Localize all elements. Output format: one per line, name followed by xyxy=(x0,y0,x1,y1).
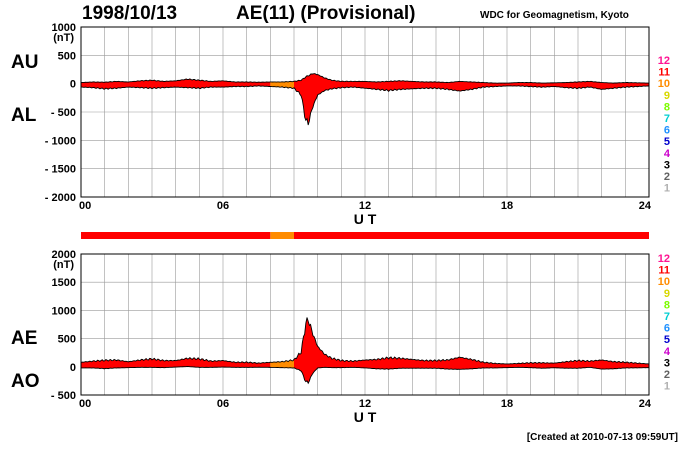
plot-frame xyxy=(80,26,650,198)
station-count-label: 1 xyxy=(664,381,670,393)
x-tick-label: 12 xyxy=(359,398,371,410)
station-count-label: 12 xyxy=(658,253,670,265)
x-tick-label: 00 xyxy=(79,200,91,212)
y-tick-label: - 1000 xyxy=(45,135,76,147)
station-count-label: 9 xyxy=(664,90,670,102)
panel-label-al: AL xyxy=(11,105,37,126)
y-tick-label: - 500 xyxy=(51,390,76,402)
y-unit-label: (nT) xyxy=(53,259,74,271)
y-tick-label: - 2000 xyxy=(45,192,76,204)
panel-label-ao: AO xyxy=(11,371,40,392)
series-ae-line xyxy=(80,317,650,365)
series-au-line xyxy=(80,73,650,84)
station-count-label: 4 xyxy=(664,346,671,358)
station-count-label: 3 xyxy=(664,357,670,369)
series-ao-line xyxy=(80,366,650,385)
station-count-label: 2 xyxy=(664,369,670,381)
station-count-label: 4 xyxy=(664,148,671,160)
x-tick-label: 24 xyxy=(639,200,652,212)
station-count-label: 7 xyxy=(664,113,670,125)
panel-au-al: 1000 500 0 - 500 - 1000 - 1500 - 2000 (nT) 00 06 1… xyxy=(11,22,671,227)
x-tick-label: 06 xyxy=(217,200,229,212)
created-stamp: [Created at 2010-07-13 09:59UT] xyxy=(526,432,678,443)
station-count-label: 10 xyxy=(658,276,670,288)
y-tick-label: 500 xyxy=(58,334,76,346)
index-title: AE(11) (Provisional) xyxy=(236,3,416,24)
y-tick-label: 1500 xyxy=(52,277,76,289)
y-tick-label: 1000 xyxy=(52,305,76,317)
band-11-stations xyxy=(81,357,271,369)
grid xyxy=(81,27,649,197)
grid xyxy=(81,254,649,395)
station-count-label: 6 xyxy=(664,125,670,137)
y-tick-label: 1000 xyxy=(52,22,76,34)
station-count-label: 8 xyxy=(664,101,670,113)
band-11-stations xyxy=(294,73,649,126)
coverage-segment-11 xyxy=(294,232,649,239)
station-count-label: 12 xyxy=(658,55,670,67)
station-count-label: 9 xyxy=(664,288,670,300)
y-tick-label: 2000 xyxy=(52,249,76,261)
y-tick-label: - 500 xyxy=(51,107,76,119)
x-tick-label: 12 xyxy=(359,200,371,212)
station-count-label: 1 xyxy=(664,183,670,195)
x-axis-label: U T xyxy=(354,409,377,425)
y-tick-label: - 1500 xyxy=(45,164,76,176)
station-count-label: 7 xyxy=(664,311,670,323)
x-tick-label: 18 xyxy=(501,398,513,410)
panel-label-au: AU xyxy=(11,52,38,73)
station-count-label: 3 xyxy=(664,159,670,171)
station-count-label: 8 xyxy=(664,299,670,311)
x-tick-label: 18 xyxy=(501,200,513,212)
coverage-segment-10 xyxy=(270,232,294,239)
station-coverage-bar xyxy=(81,232,649,239)
coverage-segment-11 xyxy=(81,232,271,239)
x-tick-label: 24 xyxy=(639,398,652,410)
station-count-label: 11 xyxy=(658,265,670,277)
y-tick-label: 0 xyxy=(70,362,76,374)
x-tick-label: 06 xyxy=(217,398,229,410)
x-axis-label: U T xyxy=(354,211,377,227)
x-tick-label: 00 xyxy=(79,398,91,410)
station-count-label: 6 xyxy=(664,323,670,335)
source-label: WDC for Geomagnetism, Kyoto xyxy=(480,10,629,21)
band-10-stations xyxy=(270,359,294,369)
plot-frame xyxy=(80,253,650,396)
station-count-label: 10 xyxy=(658,78,670,90)
date-label: 1998/10/13 xyxy=(82,3,178,24)
station-count-label: 5 xyxy=(664,136,670,148)
band-11-stations xyxy=(294,317,649,384)
panel-label-ae: AE xyxy=(11,328,37,349)
series-al-line xyxy=(80,85,650,126)
y-tick-label: 0 xyxy=(70,79,76,91)
station-count-label: 2 xyxy=(664,171,670,183)
station-count-label: 11 xyxy=(658,67,670,79)
y-tick-label: 500 xyxy=(58,50,76,62)
station-count-label: 5 xyxy=(664,334,670,346)
y-unit-label: (nT) xyxy=(53,32,74,44)
